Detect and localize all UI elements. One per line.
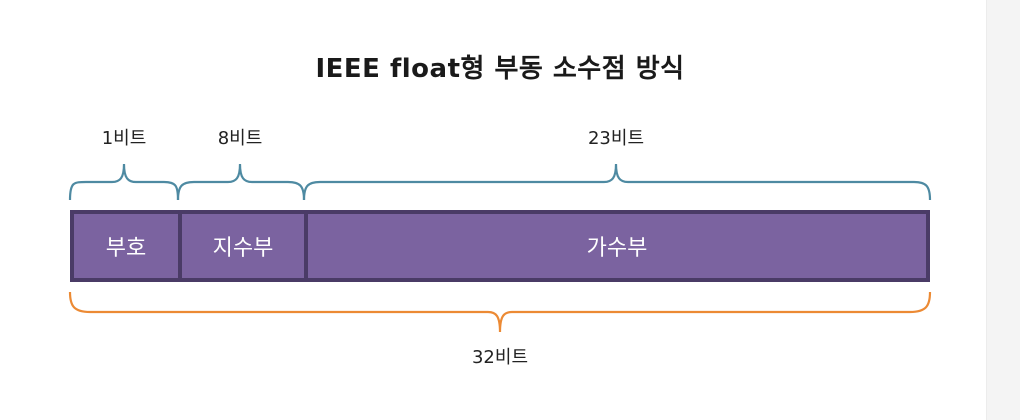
- exponent-bits-label: 8비트: [217, 128, 263, 149]
- sign-field: 부호: [70, 210, 178, 282]
- exponent-field: 지수부: [178, 210, 304, 282]
- mantissa-brace: [302, 163, 932, 201]
- exponent-field-label: 지수부: [212, 236, 274, 261]
- mantissa-field-label: 가수부: [586, 236, 648, 261]
- sign-brace: [68, 163, 180, 201]
- diagram-title: IEEE float형 부동 소수점 방식: [315, 54, 685, 84]
- mantissa-field: 가수부: [304, 210, 930, 282]
- total-bits-label: 32비트: [471, 347, 529, 368]
- sign-bits-label: 1비트: [101, 128, 147, 149]
- scrollbar-track[interactable]: [986, 0, 1020, 420]
- total-brace: [68, 291, 932, 333]
- mantissa-bits-label: 23비트: [587, 128, 645, 149]
- exponent-brace: [176, 163, 306, 201]
- sign-field-label: 부호: [105, 236, 147, 261]
